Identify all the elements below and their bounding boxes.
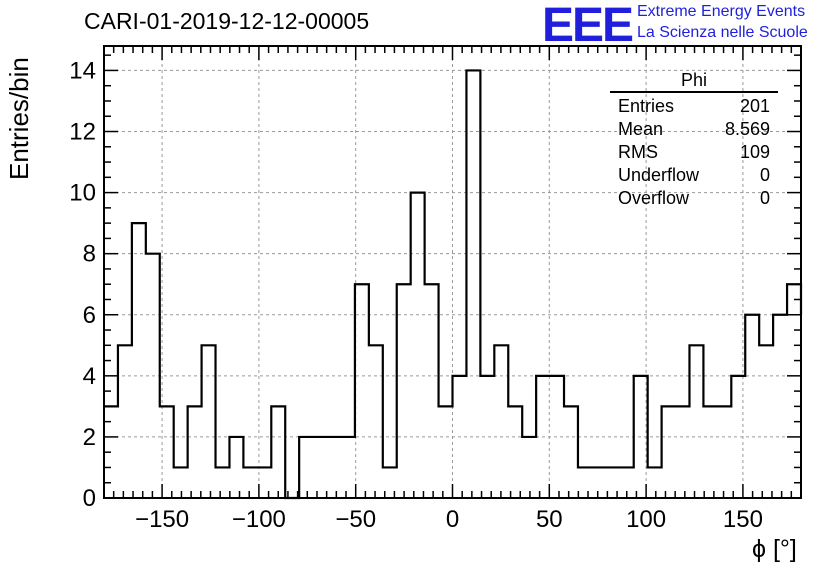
- x-tick-label: 150: [723, 506, 763, 533]
- histogram-series: [104, 69, 803, 500]
- x-axis-label: ϕ [°]: [752, 535, 797, 563]
- y-tick-label: 4: [83, 363, 96, 390]
- stat-label: RMS: [618, 142, 658, 162]
- y-tick-label: 8: [83, 241, 96, 268]
- stat-value: 8.569: [724, 119, 770, 139]
- tick-labels: −150 −100 −50 0 50 100 150 0 2 4 6 8 10 12 14: [69, 57, 763, 533]
- grid-lines: [104, 46, 801, 498]
- eee-logo: EEE: [542, 0, 634, 52]
- stat-row-overflow: Overflow 0: [610, 187, 778, 210]
- y-tick-label: 10: [69, 180, 96, 207]
- stat-label: Underflow: [618, 165, 700, 185]
- stat-row-mean: Mean 8.569: [610, 118, 778, 141]
- org-name-line2: La Scienza nelle Scuole: [637, 24, 808, 41]
- stat-row-rms: RMS 109: [610, 141, 778, 164]
- x-tick-label: 0: [446, 506, 459, 533]
- stat-value: 201: [739, 96, 770, 116]
- x-tick-label: −50: [335, 506, 376, 533]
- chart-title: CARI-01-2019-12-12-00005: [84, 8, 370, 34]
- stat-label: Entries: [618, 96, 675, 116]
- stat-label: Mean: [618, 119, 664, 139]
- stats-title: Phi: [610, 70, 778, 93]
- y-tick-label: 14: [69, 57, 96, 84]
- stat-row-entries: Entries 201: [610, 95, 778, 118]
- stat-label: Overflow: [618, 188, 690, 208]
- stat-row-underflow: Underflow 0: [610, 164, 778, 187]
- stat-value: 0: [759, 165, 770, 185]
- stat-value: 0: [759, 188, 770, 208]
- stats-box: Phi Entries 201 Mean 8.569 RMS 109 Under…: [610, 70, 778, 210]
- x-tick-label: −150: [135, 506, 189, 533]
- y-tick-label: 12: [69, 119, 96, 146]
- x-tick-label: −100: [232, 506, 286, 533]
- y-axis-label: Entries/bin: [4, 57, 34, 180]
- x-tick-label: 100: [626, 506, 666, 533]
- y-tick-label: 0: [83, 485, 96, 512]
- histogram-outline: [104, 69, 803, 500]
- axis-ticks: [104, 46, 801, 499]
- x-tick-label: 50: [536, 506, 563, 533]
- org-name-line1: Extreme Energy Events: [637, 3, 806, 20]
- y-tick-label: 6: [83, 302, 96, 329]
- y-tick-label: 2: [83, 424, 96, 451]
- stat-value: 109: [739, 142, 770, 162]
